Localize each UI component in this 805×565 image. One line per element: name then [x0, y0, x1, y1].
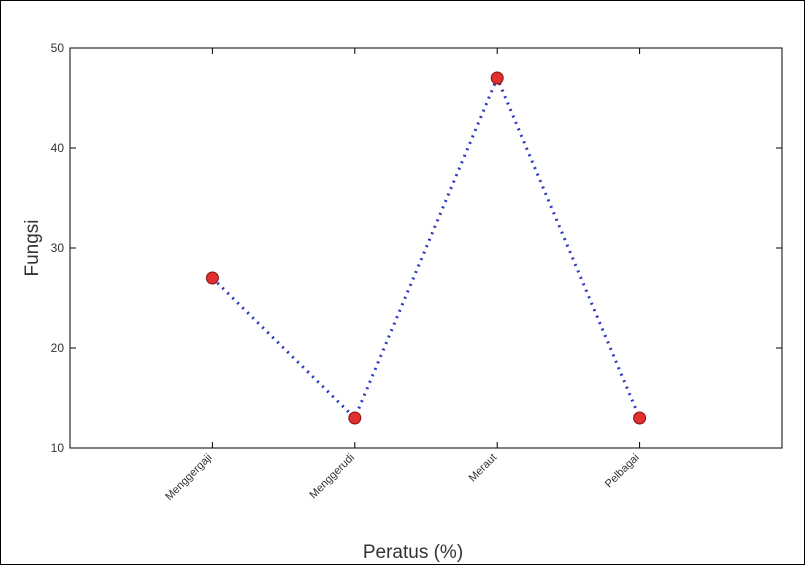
y-tick-label: 40: [51, 141, 65, 155]
data-point: [348, 411, 362, 425]
x-axis-title: Peratus (%): [363, 542, 463, 563]
x-tick-label: Menggerudi: [307, 452, 357, 502]
y-tick-label: 30: [51, 241, 65, 255]
series-line: [211, 74, 641, 421]
data-point: [205, 271, 219, 285]
data-point: [633, 411, 647, 425]
y-tick-label: 20: [51, 341, 65, 355]
series-markers: [205, 71, 647, 425]
x-tick-label: Pelbagai: [603, 452, 642, 491]
y-axis-title: Fungsi: [22, 219, 43, 276]
plot-area: [69, 47, 783, 449]
y-tick-label: 50: [51, 41, 65, 55]
x-tick-label: Meraut: [467, 452, 500, 485]
x-tick-label: Menggergaji: [163, 452, 214, 503]
y-axis-ticks: 10 20 30 40 50: [51, 41, 782, 455]
data-point: [490, 71, 504, 85]
y-tick-label: 10: [51, 441, 65, 455]
